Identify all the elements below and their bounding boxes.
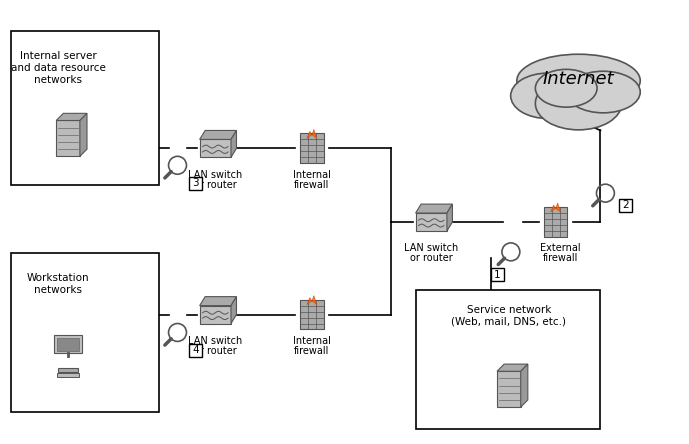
Bar (416, 289, 600, 429)
Text: 2: 2 (622, 200, 629, 210)
Polygon shape (200, 131, 236, 139)
Text: Internal server: Internal server (20, 51, 96, 61)
Text: Service network: Service network (466, 305, 551, 314)
Polygon shape (415, 204, 453, 213)
Bar (57, 337, 79, 352)
Text: LAN switch: LAN switch (404, 243, 458, 253)
Text: (Web, mail, DNS, etc.): (Web, mail, DNS, etc.) (451, 317, 566, 326)
Text: networks: networks (34, 75, 82, 85)
Text: 1: 1 (494, 270, 501, 280)
Text: firewall: firewall (294, 180, 329, 190)
Bar (491, 268, 504, 281)
Ellipse shape (517, 54, 640, 107)
Bar (544, 207, 568, 237)
Bar (619, 198, 633, 211)
Bar (54, 335, 82, 353)
Polygon shape (200, 297, 236, 305)
Text: or router: or router (194, 346, 237, 357)
Text: 4: 4 (193, 345, 199, 355)
Text: or router: or router (194, 180, 237, 190)
Polygon shape (307, 130, 317, 139)
Bar (59, 368, 78, 372)
Polygon shape (56, 113, 87, 120)
Text: and data resource: and data resource (10, 63, 105, 73)
Bar (11, 31, 158, 185)
Bar (300, 134, 324, 163)
Bar (200, 139, 231, 157)
Bar (189, 344, 203, 357)
Bar (415, 213, 447, 231)
Polygon shape (521, 364, 528, 407)
Text: 3: 3 (193, 178, 199, 188)
Polygon shape (80, 113, 87, 156)
Ellipse shape (535, 77, 621, 130)
Text: Internal: Internal (293, 337, 331, 346)
Polygon shape (307, 296, 317, 305)
Text: firewall: firewall (294, 346, 329, 357)
Ellipse shape (511, 73, 585, 119)
Text: External: External (540, 243, 581, 253)
Text: LAN switch: LAN switch (188, 337, 243, 346)
Bar (11, 253, 158, 412)
Polygon shape (231, 297, 236, 324)
Bar (497, 371, 521, 407)
Bar (300, 300, 324, 329)
Text: networks: networks (34, 285, 82, 295)
Bar (56, 120, 80, 156)
Text: Internal: Internal (293, 170, 331, 180)
Text: Workstation: Workstation (27, 273, 90, 283)
Text: firewall: firewall (543, 253, 578, 263)
Polygon shape (551, 203, 561, 212)
Bar (189, 177, 203, 190)
Polygon shape (497, 364, 528, 371)
Ellipse shape (535, 69, 597, 107)
Text: Internet: Internet (543, 70, 615, 88)
Text: or router: or router (410, 253, 453, 263)
Bar (200, 305, 231, 324)
Text: LAN switch: LAN switch (188, 170, 243, 180)
Polygon shape (447, 204, 453, 231)
Bar (57, 373, 79, 377)
Ellipse shape (566, 71, 640, 113)
Polygon shape (231, 131, 236, 157)
